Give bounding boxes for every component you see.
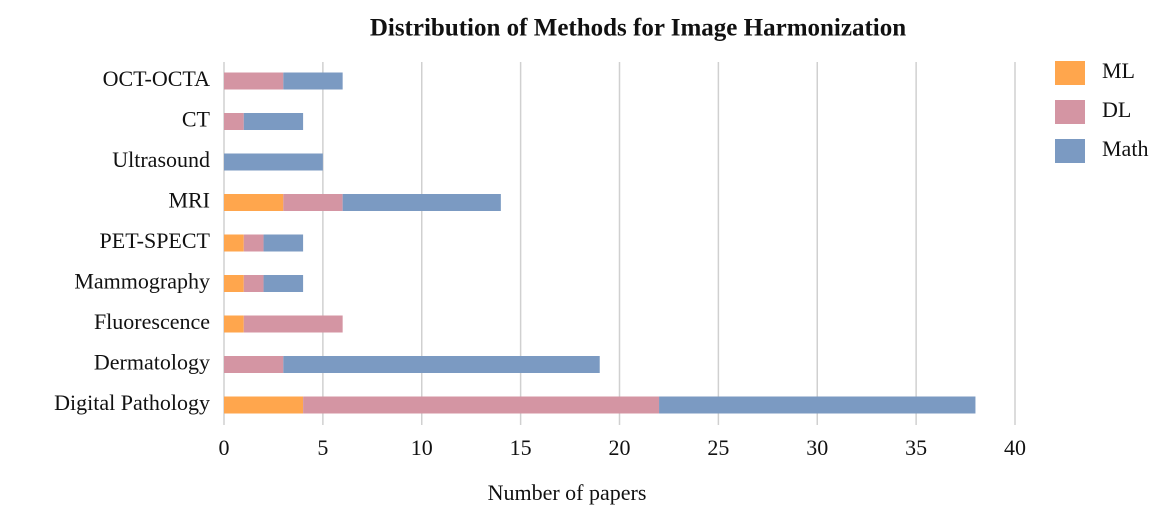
y-tick-label: MRI <box>168 188 210 213</box>
chart-title: Distribution of Methods for Image Harmon… <box>370 15 906 42</box>
x-tick-label: 0 <box>219 435 230 460</box>
x-tick-label: 10 <box>411 435 433 460</box>
bar-segment <box>224 72 284 90</box>
bar-segment <box>224 113 244 130</box>
bar-segment <box>224 153 323 171</box>
y-tick-label: PET-SPECT <box>100 228 211 253</box>
x-tick-label: 40 <box>1004 435 1026 460</box>
legend-swatch <box>1055 61 1085 85</box>
bar-segment <box>224 315 244 333</box>
bar-segment <box>283 356 600 373</box>
x-tick-label: 15 <box>510 435 532 460</box>
bar-segment <box>243 113 304 130</box>
x-tick-label: 20 <box>609 435 631 460</box>
x-tick-label: 5 <box>317 435 328 460</box>
bar-segment <box>263 275 304 292</box>
legend-label: ML <box>1102 58 1135 83</box>
x-tick-label: 35 <box>905 435 927 460</box>
y-tick-label: OCT-OCTA <box>103 66 211 91</box>
y-tick-label: CT <box>182 107 211 132</box>
bar-segment <box>342 194 501 211</box>
y-tick-label: Mammography <box>74 269 210 294</box>
y-tick-label: Digital Pathology <box>54 390 210 415</box>
x-tick-label: 30 <box>806 435 828 460</box>
legend-swatch <box>1055 100 1085 124</box>
x-axis-label: Number of papers <box>488 480 647 505</box>
legend-swatch <box>1055 139 1085 163</box>
bar-segment <box>243 234 264 252</box>
bar-segment <box>224 275 244 292</box>
bar-segment <box>224 396 304 414</box>
y-tick-label: Dermatology <box>94 350 210 375</box>
bar-segment <box>224 194 284 211</box>
bar-segment <box>283 194 343 211</box>
bar-segment <box>224 234 244 252</box>
bar-segment <box>303 396 660 414</box>
y-tick-label: Fluorescence <box>94 309 210 334</box>
bar-segment <box>243 315 343 333</box>
y-tick-label: Ultrasound <box>112 147 210 172</box>
x-tick-label: 25 <box>707 435 729 460</box>
bar-segment <box>243 275 264 292</box>
bar-segment <box>263 234 304 252</box>
bar-segment <box>283 72 343 90</box>
legend-label: DL <box>1102 97 1131 122</box>
legend-label: Math <box>1102 136 1148 161</box>
bar-segment <box>659 396 976 414</box>
bar-segment <box>224 356 284 373</box>
